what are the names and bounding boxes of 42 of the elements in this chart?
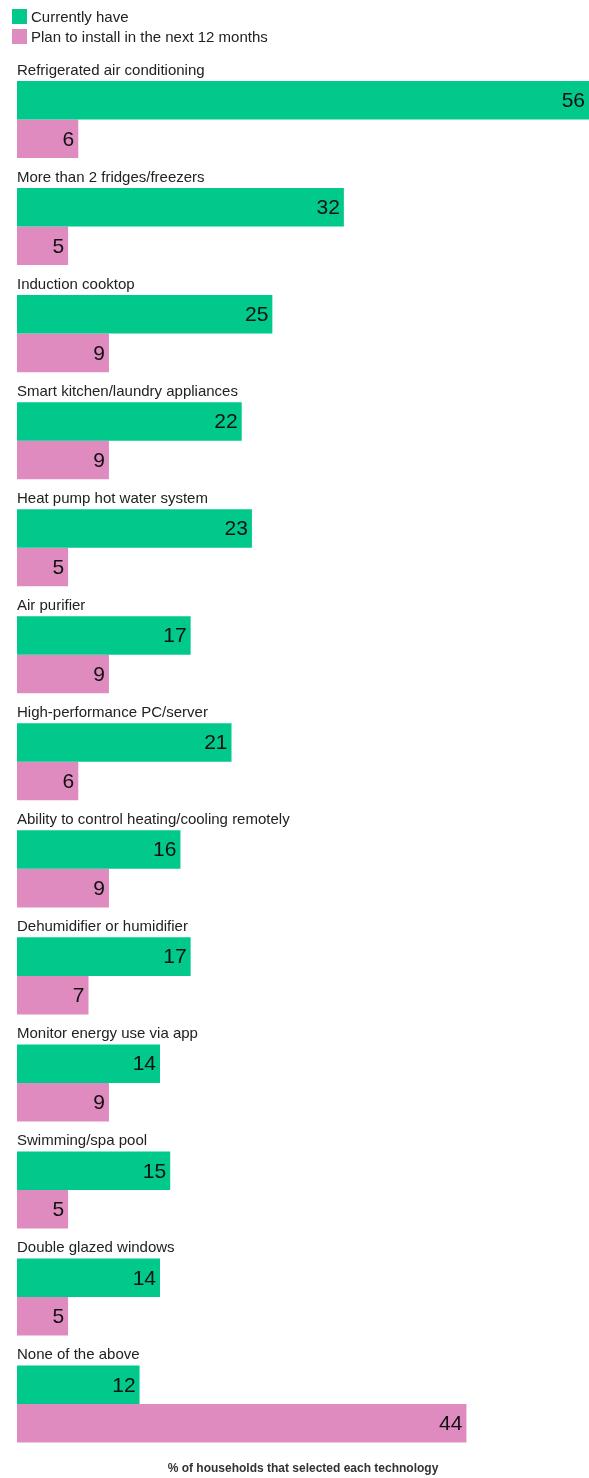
y-tick-label: Double glazed windows — [17, 1238, 175, 1256]
y-tick-label: Air purifier — [17, 595, 86, 613]
data-label: 9 — [93, 447, 105, 471]
y-tick-label: None of the above — [17, 1345, 140, 1363]
data-label: 6 — [62, 768, 75, 792]
data-label: 9 — [93, 661, 105, 685]
data-label: 12 — [112, 1372, 136, 1396]
data-label: 9 — [93, 875, 105, 899]
legend-label: Currently have — [31, 7, 129, 25]
data-label: 17 — [163, 944, 187, 968]
y-tick-label: Ability to control heating/cooling remotely — [17, 809, 291, 827]
y-tick-label: Refrigerated air conditioning — [17, 60, 205, 78]
data-label: 14 — [132, 1265, 157, 1289]
legend-label: Plan to install in the next 12 months — [31, 27, 268, 45]
data-label: 25 — [245, 302, 269, 326]
y-tick-label: High-performance PC/server — [17, 702, 208, 720]
data-label: 44 — [439, 1411, 463, 1435]
x-axis-title: % of households that selected each technology — [167, 1461, 439, 1476]
data-label: 22 — [214, 409, 238, 433]
data-label: 5 — [52, 233, 65, 257]
data-label: 5 — [52, 1304, 65, 1328]
data-label: 5 — [52, 1197, 65, 1221]
data-label: 15 — [142, 1158, 167, 1182]
data-label: 14 — [132, 1051, 157, 1075]
data-label: 9 — [93, 340, 105, 364]
y-tick-label: Dehumidifier or humidifier — [17, 917, 188, 934]
y-tick-label: Swimming/spa pool — [17, 1131, 148, 1149]
data-label: 56 — [561, 88, 585, 112]
data-label: 23 — [224, 516, 248, 540]
y-tick-label: Heat pump hot water system — [17, 488, 208, 506]
data-label: 21 — [204, 730, 228, 754]
y-tick-label: More than 2 fridges/freezers — [17, 167, 205, 185]
data-label: 6 — [62, 126, 75, 150]
y-tick-label: Induction cooktop — [17, 274, 135, 292]
data-label: 5 — [52, 554, 65, 578]
data-label: 17 — [163, 623, 187, 647]
data-label: 32 — [316, 195, 340, 219]
data-label: 16 — [153, 837, 177, 861]
y-tick-label: Smart kitchen/laundry appliances — [17, 381, 238, 399]
y-tick-label: Monitor energy use via app — [17, 1024, 198, 1042]
data-label: 9 — [93, 1090, 105, 1113]
data-label: 7 — [72, 982, 85, 1006]
